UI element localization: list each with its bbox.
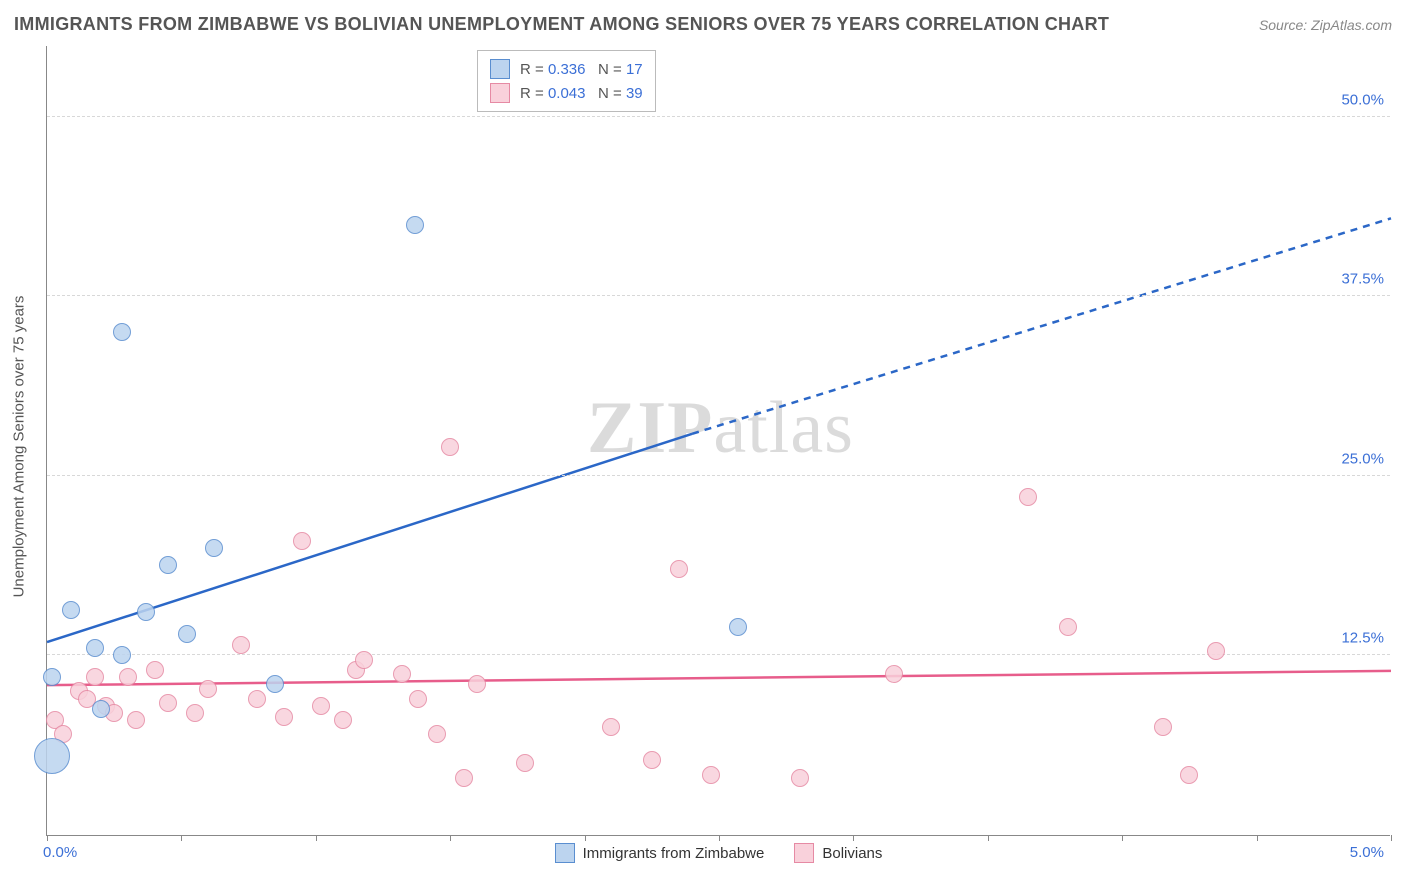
data-point xyxy=(643,751,661,769)
data-point xyxy=(146,661,164,679)
data-point xyxy=(127,711,145,729)
legend-item: Immigrants from Zimbabwe xyxy=(555,843,765,863)
legend-row: R = 0.336 N = 17 xyxy=(490,57,643,81)
data-point xyxy=(334,711,352,729)
data-point xyxy=(199,680,217,698)
yaxis-label-text: Unemployment Among Seniors over 75 years xyxy=(11,295,28,597)
data-point xyxy=(1154,718,1172,736)
data-point xyxy=(455,769,473,787)
data-point xyxy=(355,651,373,669)
data-point xyxy=(293,532,311,550)
xtick-mark xyxy=(1391,835,1392,841)
xtick-mark xyxy=(450,835,451,841)
scatter-plot: ZIPatlas R = 0.336 N = 17R = 0.043 N = 3… xyxy=(46,46,1390,836)
legend-item: Bolivians xyxy=(794,843,882,863)
data-point xyxy=(34,738,70,774)
data-point xyxy=(62,601,80,619)
data-point xyxy=(729,618,747,636)
data-point xyxy=(266,675,284,693)
legend-series: Immigrants from Zimbabwe Bolivians xyxy=(47,843,1390,863)
data-point xyxy=(92,700,110,718)
legend-swatch xyxy=(490,59,510,79)
data-point xyxy=(178,625,196,643)
data-point xyxy=(159,556,177,574)
data-point xyxy=(137,603,155,621)
data-point xyxy=(119,668,137,686)
data-point xyxy=(393,665,411,683)
data-point xyxy=(1059,618,1077,636)
xtick-mark xyxy=(988,835,989,841)
data-point xyxy=(159,694,177,712)
data-point xyxy=(406,216,424,234)
gridline xyxy=(47,654,1390,655)
xtick-mark xyxy=(853,835,854,841)
data-point xyxy=(275,708,293,726)
watermark: ZIPatlas xyxy=(587,386,854,471)
legend-label: Bolivians xyxy=(822,845,882,862)
legend-swatch xyxy=(555,843,575,863)
data-point xyxy=(441,438,459,456)
watermark-bold: ZIP xyxy=(587,387,713,469)
legend-swatch xyxy=(794,843,814,863)
ytick-label: 37.5% xyxy=(1341,271,1384,288)
gridline xyxy=(47,116,1390,117)
data-point xyxy=(1180,766,1198,784)
legend-row: R = 0.043 N = 39 xyxy=(490,81,643,105)
title-bar: IMMIGRANTS FROM ZIMBABWE VS BOLIVIAN UNE… xyxy=(14,14,1392,35)
data-point xyxy=(702,766,720,784)
data-point xyxy=(312,697,330,715)
xtick-mark xyxy=(1257,835,1258,841)
xtick-mark xyxy=(719,835,720,841)
xtick-mark xyxy=(47,835,48,841)
data-point xyxy=(186,704,204,722)
yaxis-label: Unemployment Among Seniors over 75 years xyxy=(8,0,30,892)
data-point xyxy=(205,539,223,557)
data-point xyxy=(468,675,486,693)
gridline xyxy=(47,295,1390,296)
data-point xyxy=(232,636,250,654)
trend-lines-svg xyxy=(47,46,1391,836)
data-point xyxy=(791,769,809,787)
data-point xyxy=(86,639,104,657)
ytick-label: 50.0% xyxy=(1341,91,1384,108)
ytick-label: 25.0% xyxy=(1341,450,1384,467)
data-point xyxy=(113,646,131,664)
data-point xyxy=(602,718,620,736)
chart-title: IMMIGRANTS FROM ZIMBABWE VS BOLIVIAN UNE… xyxy=(14,14,1109,35)
xtick-mark xyxy=(181,835,182,841)
xtick-mark xyxy=(585,835,586,841)
xtick-mark xyxy=(316,835,317,841)
data-point xyxy=(885,665,903,683)
source-label: Source: ZipAtlas.com xyxy=(1259,17,1392,33)
data-point xyxy=(86,668,104,686)
xtick-mark xyxy=(1122,835,1123,841)
data-point xyxy=(409,690,427,708)
data-point xyxy=(670,560,688,578)
data-point xyxy=(248,690,266,708)
watermark-rest: atlas xyxy=(713,387,854,469)
legend-label: Immigrants from Zimbabwe xyxy=(583,845,765,862)
data-point xyxy=(1207,642,1225,660)
ytick-label: 12.5% xyxy=(1341,630,1384,647)
data-point xyxy=(516,754,534,772)
legend-swatch xyxy=(490,83,510,103)
data-point xyxy=(113,323,131,341)
legend-correlation: R = 0.336 N = 17R = 0.043 N = 39 xyxy=(477,50,656,112)
gridline xyxy=(47,475,1390,476)
data-point xyxy=(428,725,446,743)
data-point xyxy=(1019,488,1037,506)
data-point xyxy=(43,668,61,686)
